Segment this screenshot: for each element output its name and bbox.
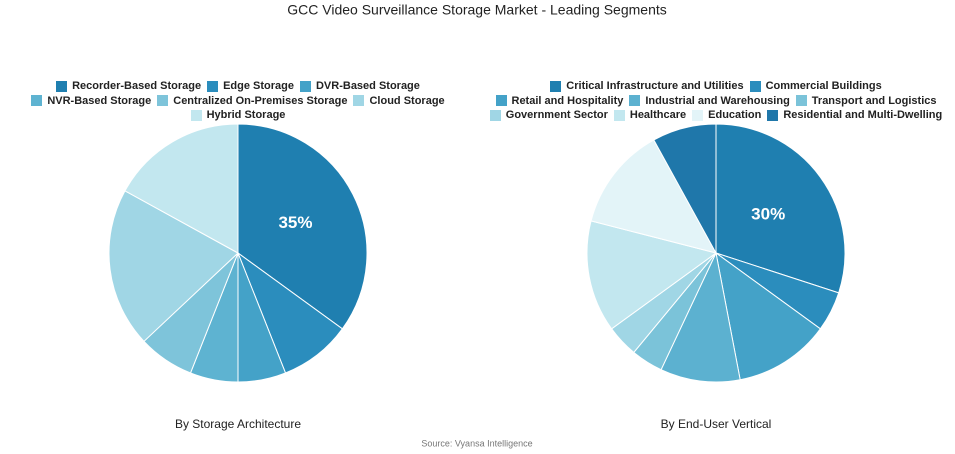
legend-swatch — [353, 95, 365, 107]
legend-item: DVR-Based Storage — [299, 79, 420, 94]
legend: Critical Infrastructure and Utilities Com… — [481, 79, 951, 123]
pie-slice — [660, 251, 741, 383]
legend-swatch — [190, 109, 202, 121]
legend-item: Edge Storage — [207, 79, 294, 94]
legend-swatch — [299, 80, 311, 92]
pie-slice — [653, 123, 717, 254]
legend-swatch — [692, 109, 704, 121]
chart-title: GCC Video Surveillance Storage Market - … — [287, 2, 667, 18]
legend-item: Centralized On-Premises Storage — [157, 94, 347, 109]
pie-title: By Storage Architecture — [175, 417, 301, 431]
pie-slice — [124, 123, 239, 254]
legend-item: Hybrid Storage — [190, 108, 286, 123]
legend-swatch — [550, 80, 562, 92]
legend-item: NVR-Based Storage — [31, 94, 151, 109]
source: Source: Vyansa Intelligence — [421, 438, 532, 448]
pie-title: By End-User Vertical — [661, 417, 772, 431]
pie-slice — [586, 220, 718, 330]
legend-item: Healthcare — [613, 108, 687, 123]
legend-item: Commercial Buildings — [749, 79, 882, 94]
legend-item: Government Sector — [489, 108, 608, 123]
legend-item: Education — [692, 108, 761, 123]
pie-slice — [237, 123, 368, 330]
legend-label: Centralized On-Premises Storage — [173, 94, 348, 107]
pie-slice — [108, 190, 239, 343]
legend-item: Industrial and Warehousing — [629, 94, 790, 109]
legend-label: Recorder-Based Storage — [72, 80, 202, 92]
value-label: 30% — [751, 205, 785, 224]
legend-item: Critical Infrastructure and Utilities — [550, 79, 744, 94]
legend-label: Edge Storage — [223, 80, 294, 92]
legend-swatch — [157, 95, 169, 107]
legend-swatch — [767, 109, 779, 121]
legend-swatch — [31, 95, 43, 107]
legend-swatch — [749, 80, 761, 92]
legend: Recorder-Based Storage Edge Storage DVR-Ba… — [3, 79, 473, 123]
legend-label: Hybrid Storage — [206, 109, 286, 121]
legend-swatch — [613, 109, 625, 121]
legend-label: Commercial Buildings — [765, 80, 882, 92]
legend-item: Residential and Multi-Dwelling — [767, 108, 942, 123]
value-label: 35% — [278, 213, 312, 232]
legend-swatch — [629, 95, 641, 107]
pie-slice — [715, 251, 822, 381]
legend-item: Recorder-Based Storage — [56, 79, 201, 94]
legend-label: Education — [708, 109, 762, 121]
legend-label: Residential and Multi-Dwelling — [783, 109, 943, 121]
legend-label: Industrial and Warehousing — [645, 94, 790, 107]
pie-slice — [590, 139, 717, 254]
legend-swatch — [56, 80, 68, 92]
legend-label: Critical Infrastructure and Utilities — [566, 80, 744, 92]
legend-swatch — [207, 80, 219, 92]
legend-swatch — [489, 109, 501, 121]
legend-label: Cloud Storage — [369, 94, 445, 107]
legend-label: Government Sector — [505, 109, 608, 121]
legend-swatch — [795, 95, 807, 107]
legend-label: DVR-Based Storage — [315, 80, 420, 92]
legend-label: Healthcare — [629, 109, 687, 121]
legend-item: Retail and Hospitality — [495, 94, 624, 109]
legend-label: Transport and Logistics — [811, 94, 937, 107]
legend-item: Transport and Logistics — [795, 94, 937, 109]
legend-swatch — [495, 95, 507, 107]
pie-slice — [715, 123, 846, 294]
legend-label: Retail and Hospitality — [511, 94, 624, 107]
legend-item: Cloud Storage — [353, 94, 445, 109]
legend-label: NVR-Based Storage — [47, 94, 152, 107]
